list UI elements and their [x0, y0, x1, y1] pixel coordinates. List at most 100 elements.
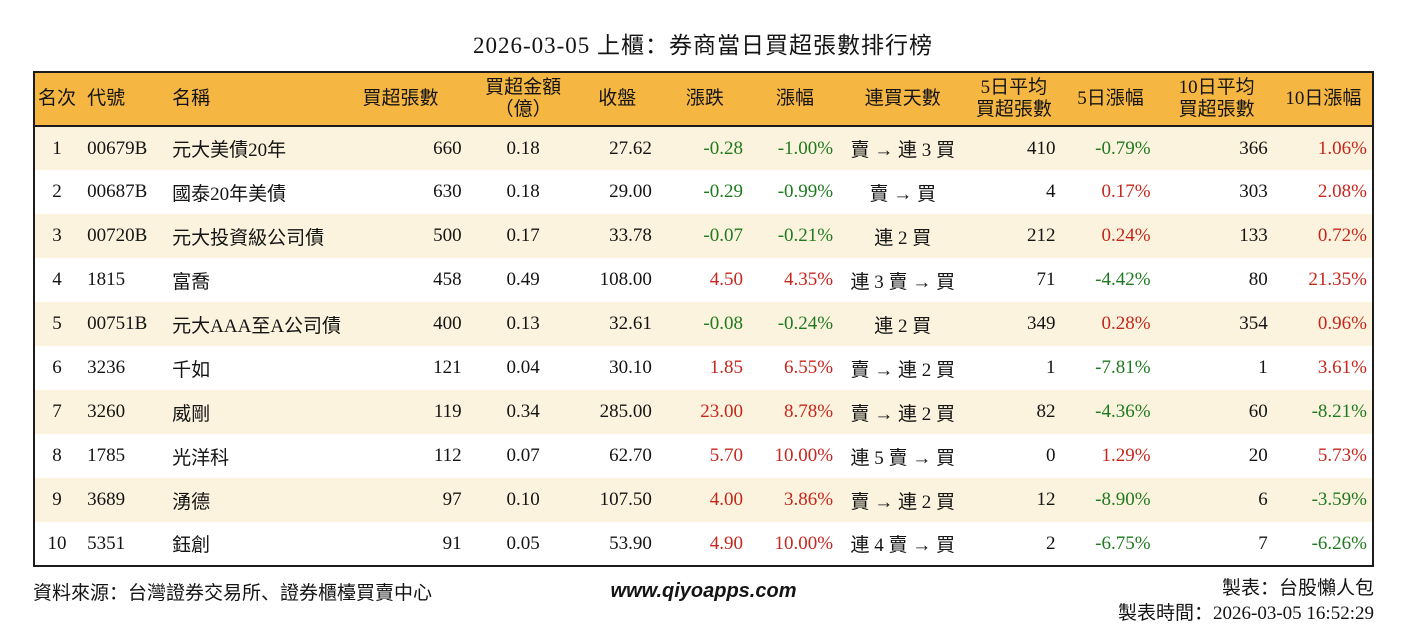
cell-name: 元大AAA至A公司債	[172, 315, 342, 337]
cell-close: 108.00	[599, 269, 652, 290]
cell-avg10: 20	[1248, 445, 1268, 466]
cell-close: 285.00	[599, 401, 652, 422]
cell-avg10: 6	[1258, 489, 1268, 510]
cell-pct10: 0.72%	[1317, 225, 1367, 246]
table-row: 6 3236 千如 121 0.04 30.10 1.85 6.55% 賣 → 連 2 買 1 -7…	[34, 346, 1373, 390]
website-url: www.qiyoapps.com	[610, 580, 797, 602]
cell-net_lots: 97	[442, 489, 462, 510]
cell-pct10: -3.59%	[1311, 489, 1367, 510]
table-row: 7 3260 威剛 119 0.34 285.00 23.00 8.78% 賣 → 連 2 買 8…	[34, 390, 1373, 434]
cell-name: 元大投資級公司債	[172, 227, 325, 249]
cell-close: 29.00	[609, 181, 652, 202]
cell-pct5: -4.42%	[1095, 269, 1151, 290]
cell-net_lots: 121	[433, 357, 462, 378]
table-row: 8 1785 光洋科 112 0.07 62.70 5.70 10.00% 連 5 賣 → 買 0…	[34, 434, 1373, 478]
table-header-row: 名次 代號 名稱 買超張數 買超金額 （億） 收盤 漲跌 漲幅 連買天數 5日平均 買超張數 5日漲幅 1…	[34, 72, 1373, 126]
column-header-pct5: 5日漲幅	[1077, 88, 1144, 110]
cell-code: 00679B	[87, 137, 148, 159]
maker-block: 製表：台股懶人包 製表時間：2026-03-05 16:52:29	[1118, 576, 1374, 626]
made-at-timestamp: 製表時間：2026-03-05 16:52:29	[1118, 603, 1374, 625]
cell-change: -0.08	[703, 313, 743, 334]
cell-name: 湧德	[172, 491, 211, 513]
cell-avg5: 12	[1036, 489, 1056, 510]
cell-change_pct: 3.86%	[784, 489, 834, 510]
report-page: 2026-03-05 上櫃：券商當日買超張數排行榜 名次 代號 名稱 買超張數 買超金額…	[0, 26, 1406, 638]
cell-rank: 4	[52, 269, 62, 290]
cell-code: 1785	[87, 445, 126, 466]
cell-name: 鈺創	[172, 535, 211, 556]
column-header-change: 漲跌	[685, 88, 724, 110]
cell-net_amount: 0.10	[506, 489, 540, 510]
cell-close: 32.61	[609, 313, 652, 334]
cell-net_amount: 0.18	[506, 137, 540, 159]
cell-net_lots: 112	[433, 445, 462, 466]
cell-avg10: 133	[1239, 225, 1268, 246]
cell-rank: 3	[52, 225, 62, 246]
cell-avg5: 410	[1026, 137, 1056, 159]
cell-rank: 1	[52, 137, 62, 159]
cell-pct10: -8.21%	[1311, 401, 1367, 422]
column-header-close: 收盤	[598, 88, 637, 110]
cell-change_pct: -0.21%	[777, 225, 834, 246]
column-header-pct10: 10日漲幅	[1285, 88, 1362, 110]
cell-streak: 賣 → 連 2 買	[850, 359, 955, 381]
cell-code: 1815	[87, 269, 126, 290]
cell-streak: 賣 → 連 2 買	[850, 491, 955, 513]
cell-rank: 2	[52, 181, 62, 202]
cell-change: 5.70	[709, 445, 743, 466]
cell-streak: 連 2 買	[874, 315, 932, 337]
cell-streak: 連 2 買	[874, 227, 932, 249]
cell-close: 33.78	[609, 225, 652, 246]
cell-code: 3236	[87, 357, 126, 378]
cell-avg5: 2	[1045, 532, 1056, 554]
cell-code: 00687B	[87, 181, 148, 202]
cell-pct5: -8.90%	[1095, 489, 1151, 510]
cell-name: 光洋科	[172, 447, 230, 469]
cell-rank: 8	[52, 445, 62, 466]
cell-streak: 連 3 賣 → 買	[850, 271, 955, 293]
cell-net_amount: 0.04	[506, 357, 540, 378]
column-header-rank: 名次	[38, 88, 77, 110]
cell-code: 00751B	[87, 313, 148, 334]
cell-avg10: 303	[1239, 181, 1268, 202]
cell-change_pct: -0.24%	[777, 313, 834, 334]
cell-streak: 賣 → 連 2 買	[850, 403, 955, 425]
cell-pct10: 21.35%	[1308, 269, 1367, 290]
cell-rank: 9	[52, 489, 62, 510]
cell-change: 1.85	[709, 357, 743, 378]
cell-pct5: 0.24%	[1101, 225, 1151, 246]
cell-net_lots: 500	[433, 225, 462, 246]
cell-rank: 6	[52, 357, 62, 378]
cell-change: 4.90	[709, 532, 743, 554]
column-header-net_amount: 買超金額 （億）	[485, 77, 562, 120]
cell-change: -0.29	[703, 181, 743, 202]
cell-rank: 10	[47, 532, 67, 554]
footer: 資料來源：台灣證券交易所、證券櫃檯買賣中心 www.qiyoapps.com 製…	[33, 576, 1374, 636]
column-header-avg5: 5日平均 買超張數	[975, 77, 1052, 120]
table-row: 2 00687B 國泰20年美債 630 0.18 29.00 -0.29 -0.99% 賣 →…	[34, 170, 1373, 214]
cell-pct10: 2.08%	[1317, 181, 1367, 202]
cell-name: 富喬	[172, 271, 211, 293]
cell-net_lots: 400	[433, 313, 462, 334]
cell-change: 4.00	[709, 489, 743, 510]
cell-change: 4.50	[709, 269, 743, 290]
cell-avg10: 60	[1248, 401, 1268, 422]
cell-rank: 5	[52, 313, 62, 334]
cell-pct10: -6.26%	[1311, 532, 1367, 554]
report-title: 2026-03-05 上櫃：券商當日買超張數排行榜	[472, 33, 934, 58]
cell-net_lots: 458	[433, 269, 462, 290]
cell-net_lots: 630	[433, 181, 462, 202]
table-row: 4 1815 富喬 458 0.49 108.00 4.50 4.35% 連 3 賣 → 買 71…	[34, 258, 1373, 302]
cell-avg10: 7	[1258, 532, 1268, 554]
table-row: 10 5351 鈺創 91 0.05 53.90 4.90 10.00% 連 4 賣 → 買 2 -…	[34, 522, 1373, 566]
cell-change_pct: 10.00%	[774, 532, 834, 554]
column-header-avg10: 10日平均 買超張數	[1178, 77, 1255, 120]
cell-name: 威剛	[172, 403, 211, 425]
cell-change_pct: -0.99%	[777, 181, 834, 202]
column-header-net_lots: 買超張數	[362, 88, 439, 110]
cell-net_amount: 0.18	[506, 181, 540, 202]
cell-change_pct: -1.00%	[777, 137, 834, 159]
cell-avg10: 354	[1239, 313, 1268, 334]
cell-pct10: 1.06%	[1317, 137, 1367, 159]
cell-net_amount: 0.17	[506, 225, 540, 246]
